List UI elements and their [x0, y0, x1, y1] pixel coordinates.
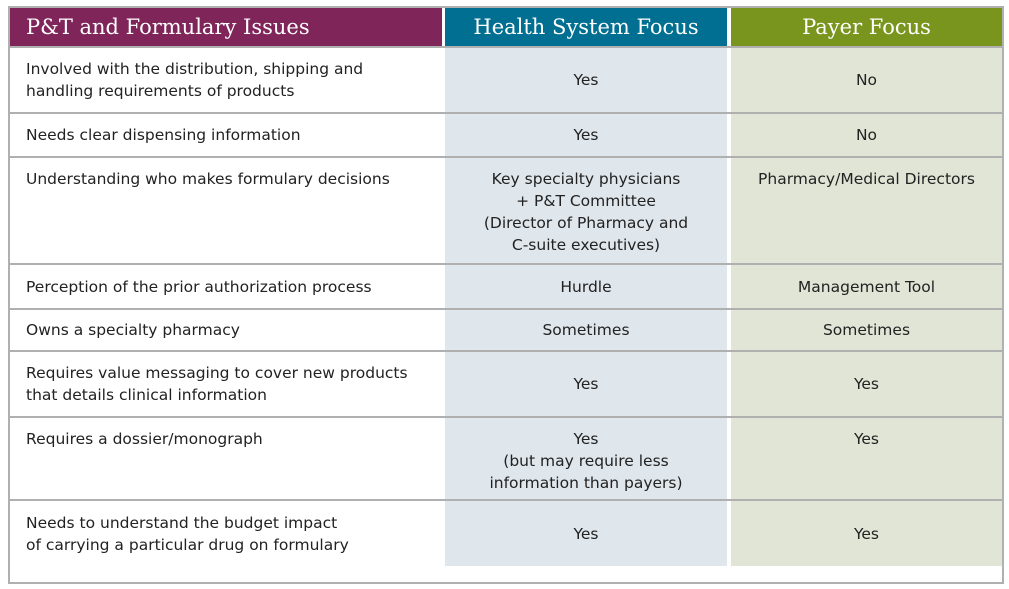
issue-cell: Needs clear dispensing information — [10, 112, 442, 157]
table-row: Involved with the distribution, shipping… — [10, 46, 1002, 113]
issue-cell: Requires value messaging to cover new pr… — [10, 350, 442, 417]
health-system-cell: Yes — [445, 112, 727, 157]
table-row: Understanding who makes formulary decisi… — [10, 156, 1002, 264]
table-row: Requires value messaging to cover new pr… — [10, 350, 1002, 417]
payer-cell: Yes — [731, 416, 1002, 500]
issue-cell: Owns a specialty pharmacy — [10, 308, 442, 351]
payer-cell: Sometimes — [731, 308, 1002, 351]
health-system-cell: Yes — [445, 499, 727, 566]
issue-cell: Involved with the distribution, shipping… — [10, 46, 442, 113]
payer-cell: Pharmacy/Medical Directors — [731, 156, 1002, 264]
health-system-cell: Hurdle — [445, 263, 727, 309]
issue-cell: Perception of the prior authorization pr… — [10, 263, 442, 309]
table-row: Needs clear dispensing information Yes No — [10, 112, 1002, 157]
formulary-table-container: P&T and Formulary Issues Health System F… — [8, 6, 1004, 584]
payer-cell: Management Tool — [731, 263, 1002, 309]
health-system-cell: Yes (but may require less information than… — [445, 416, 727, 500]
issue-cell: Requires a dossier/monograph — [10, 416, 442, 500]
payer-cell: No — [731, 46, 1002, 113]
header-row: P&T and Formulary Issues Health System F… — [10, 8, 1002, 47]
formulary-comparison-table: P&T and Formulary Issues Health System F… — [10, 8, 1002, 566]
header-issues: P&T and Formulary Issues — [10, 8, 442, 47]
issue-cell: Needs to understand the budget impact of … — [10, 499, 442, 566]
issue-cell: Understanding who makes formulary decisi… — [10, 156, 442, 264]
table-row: Perception of the prior authorization pr… — [10, 263, 1002, 309]
health-system-cell: Sometimes — [445, 308, 727, 351]
table-row: Owns a specialty pharmacy Sometimes Someti… — [10, 308, 1002, 351]
health-system-cell: Key specialty physicians + P&T Committee(… — [445, 156, 727, 264]
payer-cell: Yes — [731, 499, 1002, 566]
health-system-cell: Yes — [445, 350, 727, 417]
table-row: Needs to understand the budget impact of … — [10, 499, 1002, 566]
payer-cell: Yes — [731, 350, 1002, 417]
payer-cell: No — [731, 112, 1002, 157]
table-row: Requires a dossier/monograph Yes (but may … — [10, 416, 1002, 500]
header-health-system: Health System Focus — [445, 8, 727, 47]
header-payer: Payer Focus — [731, 8, 1002, 47]
health-system-cell: Yes — [445, 46, 727, 113]
